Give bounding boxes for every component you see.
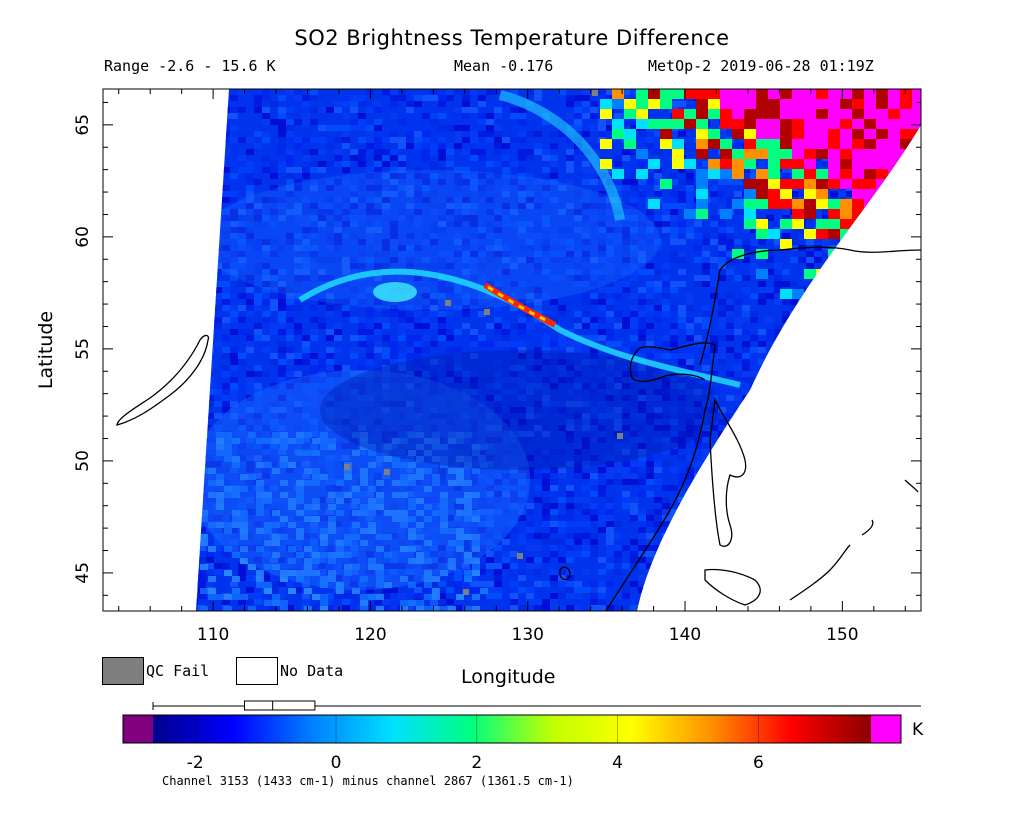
colorbar-tick-label: 6 (753, 753, 764, 773)
colorbar-gradient (153, 715, 871, 743)
qc-fail-pixel (344, 464, 350, 470)
swath-data (196, 89, 921, 611)
y-tick-label: 65 (73, 114, 93, 136)
qc-fail-pixel (484, 309, 490, 315)
qc-fail-pixel (592, 90, 598, 96)
colorbar-under (123, 715, 153, 743)
x-tick-label: 150 (826, 625, 858, 645)
stats-box-plot (152, 700, 921, 711)
colorbar-tick-label: 4 (612, 753, 623, 773)
colorbar-over (871, 715, 901, 743)
y-tick-label: 60 (73, 226, 93, 248)
channel-footnote: Channel 3153 (1433 cm-1) minus channel 2… (162, 774, 574, 788)
y-tick-label: 50 (73, 450, 93, 472)
qc-fail-pixel (517, 553, 523, 559)
y-axis-label: Latitude (35, 310, 57, 390)
mean-text: Mean -0.176 (454, 57, 554, 75)
qc-fail-pixel (463, 589, 469, 595)
no-data-label: No Data (280, 662, 344, 680)
plot-title: SO2 Brightness Temperature Difference (294, 26, 730, 50)
plot-frame (102, 88, 922, 612)
colorbar-unit: K (912, 720, 924, 740)
y-tick-label: 45 (73, 562, 93, 584)
qc-fail-label: QC Fail (146, 662, 210, 680)
colorbar-tick-label: -2 (187, 753, 204, 773)
colorbar-tick-label: 0 (331, 753, 342, 773)
x-tick-label: 110 (197, 625, 229, 645)
qc-fail-pixel (617, 433, 623, 439)
range-text: Range -2.6 - 15.6 K (104, 57, 276, 75)
x-axis-label: Longitude (461, 666, 556, 688)
x-tick-label: 140 (669, 625, 701, 645)
axis-ticks (103, 89, 921, 611)
x-tick-label: 130 (512, 625, 544, 645)
y-tick-label: 55 (73, 338, 93, 360)
qc-fail-swatch (102, 657, 144, 685)
qc-fail-pixel (445, 300, 451, 306)
satellite-time-text: MetOp-2 2019-06-28 01:19Z (648, 57, 874, 75)
qc-fail-pixel (384, 469, 390, 475)
coastlines (116, 246, 921, 611)
colorbar (122, 714, 902, 744)
no-data-swatch (236, 657, 278, 685)
colorbar-tick-label: 2 (471, 753, 482, 773)
x-tick-label: 120 (354, 625, 386, 645)
